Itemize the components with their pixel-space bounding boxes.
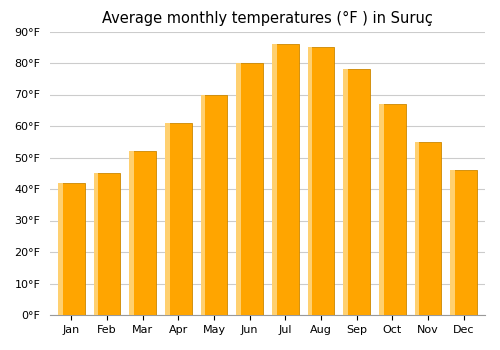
Bar xyxy=(344,69,348,315)
Bar xyxy=(308,47,334,315)
Bar xyxy=(165,123,192,315)
Bar xyxy=(308,47,312,315)
Bar xyxy=(236,63,263,315)
Bar xyxy=(236,63,241,315)
Bar xyxy=(165,123,170,315)
Bar xyxy=(414,142,420,315)
Bar xyxy=(58,183,85,315)
Bar xyxy=(130,151,134,315)
Bar xyxy=(200,94,228,315)
Bar xyxy=(450,170,455,315)
Bar xyxy=(450,170,477,315)
Bar xyxy=(379,104,406,315)
Bar xyxy=(200,94,205,315)
Title: Average monthly temperatures (°F ) in Suruç: Average monthly temperatures (°F ) in Su… xyxy=(102,11,433,26)
Bar xyxy=(58,183,63,315)
Bar xyxy=(94,173,120,315)
Bar xyxy=(414,142,442,315)
Bar xyxy=(344,69,370,315)
Bar xyxy=(130,151,156,315)
Bar xyxy=(94,173,98,315)
Bar xyxy=(379,104,384,315)
Bar xyxy=(272,44,298,315)
Bar xyxy=(272,44,277,315)
